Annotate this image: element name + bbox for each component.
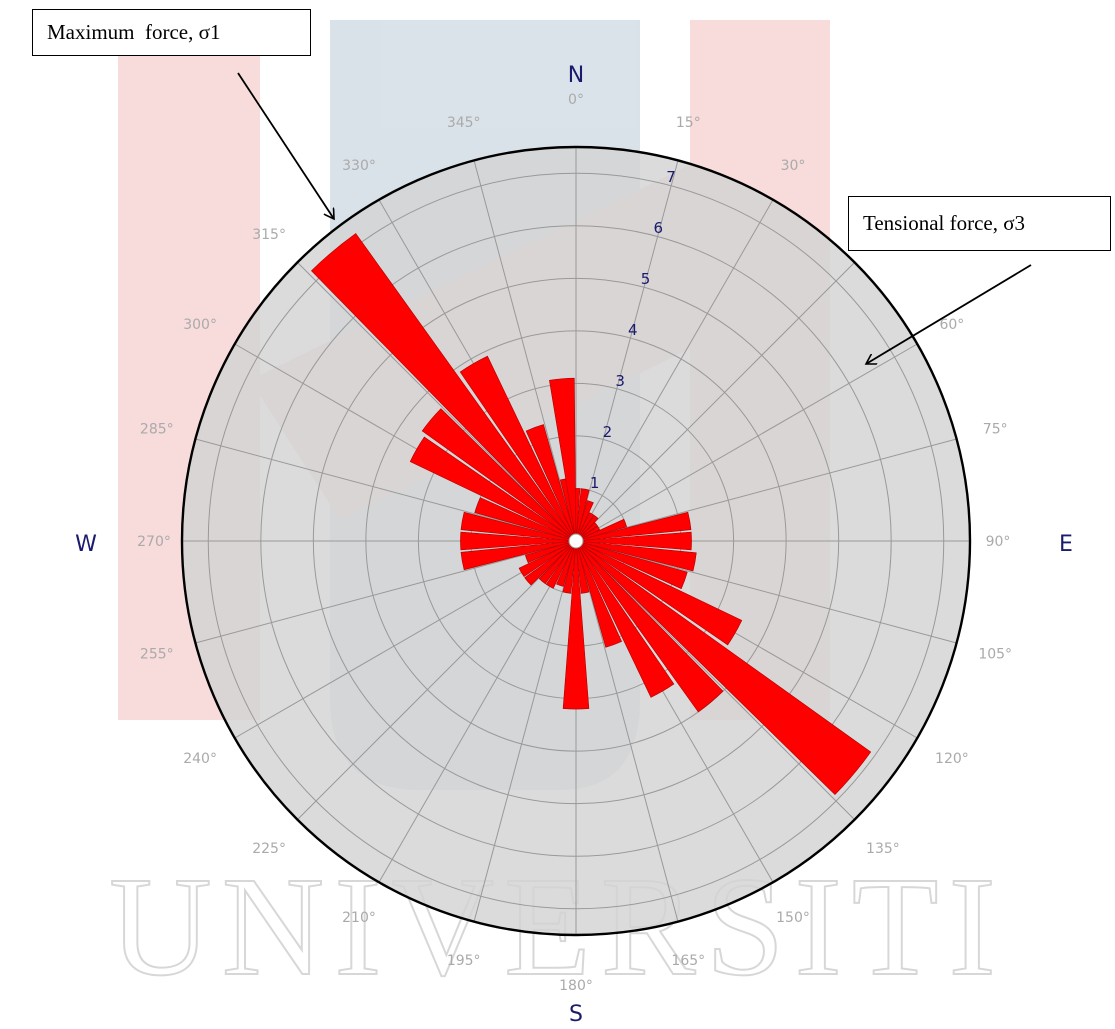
grid-spoke-285 (195, 438, 577, 542)
cardinal-west: W (75, 532, 97, 557)
angle-tick-label-345: 345° (447, 115, 481, 131)
rose-petal-240 (518, 540, 577, 578)
rose-petal-110 (575, 540, 688, 590)
grid-spoke-75 (575, 438, 957, 542)
angle-tick-label-195: 195° (447, 953, 481, 969)
rose-petal-20 (575, 500, 594, 542)
rose-petal-80 (575, 511, 692, 542)
rose-petal-180 (562, 540, 590, 710)
rose-petal-330 (459, 355, 577, 542)
angle-tick-label-270: 270° (137, 534, 171, 550)
angle-tick-label-225: 225° (252, 841, 286, 857)
max-force-annotation: Maximum force, σ1 (32, 9, 311, 56)
grid-spoke-210 (378, 540, 577, 883)
rose-petal-290 (474, 497, 577, 542)
outer-ring (180, 145, 972, 937)
rose-petal-300 (409, 436, 577, 542)
angle-tick-label-75: 75° (983, 422, 1008, 438)
max-force-arrow (237, 72, 334, 219)
grid-spoke-15 (575, 160, 679, 542)
rose-petal-70 (575, 518, 627, 542)
radial-tick-label-5: 5 (641, 270, 651, 288)
rose-petal-220 (538, 540, 577, 585)
grid-spoke-30 (575, 199, 774, 542)
cardinal-south: S (569, 1002, 583, 1027)
rose-petal-10 (575, 488, 590, 542)
rose-petal-340 (525, 424, 577, 542)
angle-tick-label-150: 150° (776, 910, 810, 926)
rose-petal-270 (460, 531, 577, 551)
cardinal-east: E (1059, 532, 1073, 557)
angle-tick-label-135: 135° (866, 841, 900, 857)
rose-petal-210 (545, 540, 577, 589)
grid-spoke-105 (575, 540, 957, 644)
rose-petal-40 (575, 514, 599, 542)
angle-tick-label-30: 30° (781, 158, 806, 174)
rose-petal-200 (556, 540, 577, 587)
angle-tick-label-240: 240° (183, 751, 217, 767)
grid-spoke-315 (297, 262, 577, 542)
grid-spoke-165 (575, 540, 679, 922)
grid-spoke-45 (575, 262, 855, 542)
rose-petal-320 (310, 233, 577, 542)
angle-tick-label-120: 120° (935, 751, 969, 767)
rose-petal-160 (575, 540, 622, 648)
radial-tick-label-1: 1 (590, 474, 600, 492)
grid-spoke-195 (473, 540, 577, 922)
rose-petal-30 (575, 512, 595, 542)
rose-petal-140 (575, 540, 724, 713)
angle-tick-label-285: 285° (140, 422, 174, 438)
angle-tick-label-330: 330° (342, 158, 376, 174)
rose-petal-170 (575, 540, 590, 594)
rose-petal-150 (575, 540, 675, 698)
rose-petal-250 (525, 540, 577, 564)
angle-tick-label-15: 15° (676, 115, 701, 131)
rose-petal-120 (575, 540, 743, 646)
radial-tick-label-3: 3 (615, 372, 625, 390)
center-hub (568, 533, 584, 549)
angle-tick-label-90: 90° (986, 534, 1011, 550)
rose-petal-100 (575, 540, 697, 572)
rose-petal-260 (460, 540, 577, 571)
angle-tick-label-165: 165° (671, 953, 705, 969)
rose-petal-190 (562, 540, 577, 594)
cardinal-north: N (568, 63, 584, 88)
rose-petal-130 (575, 540, 872, 796)
angle-tick-label-315: 315° (252, 227, 286, 243)
tensional-force-arrow (866, 264, 1032, 364)
tensional-force-annotation: Tensional force, σ3 (848, 196, 1111, 251)
rose-petal-90 (575, 531, 692, 551)
angle-tick-label-105: 105° (978, 646, 1012, 662)
grid-spoke-135 (575, 540, 855, 820)
angle-tick-label-0: 0° (568, 92, 584, 108)
grid-spoke-60 (575, 343, 918, 542)
radial-tick-label-4: 4 (628, 321, 638, 339)
radial-tick-label-7: 7 (666, 168, 676, 186)
angle-tick-label-210: 210° (342, 910, 376, 926)
grid-spoke-240 (234, 540, 577, 739)
radial-tick-label-2: 2 (603, 423, 613, 441)
angle-tick-label-180: 180° (559, 978, 593, 994)
radial-tick-label-6: 6 (654, 219, 664, 237)
angle-tick-label-60: 60° (939, 317, 964, 333)
rose-petal-355 (549, 377, 577, 542)
rose-petal-310 (421, 408, 577, 542)
angle-tick-label-300: 300° (183, 317, 217, 333)
grid-spoke-225 (297, 540, 577, 820)
rose-petal-280 (460, 511, 577, 542)
rose-petal-230 (524, 540, 577, 586)
grid-spoke-345 (473, 160, 577, 542)
grid-spoke-255 (195, 540, 577, 644)
angle-tick-label-255: 255° (140, 646, 174, 662)
